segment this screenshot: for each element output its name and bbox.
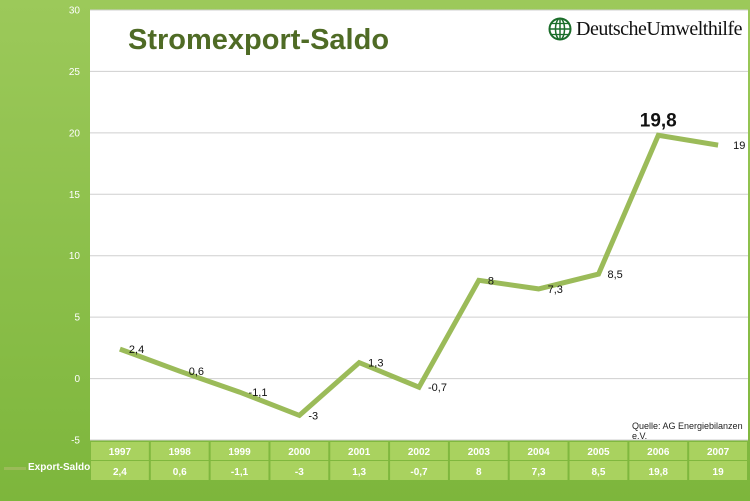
table-value: -3 [295,467,304,478]
legend-label: Export-Saldo [28,462,91,473]
y-tick-label: 20 [69,128,81,139]
table-value-cell [91,461,149,480]
table-value-cell [390,461,448,480]
table-value: 8,5 [592,467,606,478]
x-tick-label: 1999 [228,447,251,458]
source-note: Quelle: AG Energiebilanzen e.V. [632,421,743,441]
table-value-cell [629,461,688,480]
table-value: 19 [713,467,725,478]
table-header-cell [569,442,628,460]
table-value: -1,1 [231,467,249,478]
table-header-cell [91,442,149,460]
data-label: 1,3 [368,358,383,370]
data-label: 0,6 [189,366,204,378]
data-label: 19,8 [640,110,677,131]
data-label: -1,1 [249,387,268,399]
table-value: 19,8 [649,467,669,478]
x-tick-label: 2002 [408,447,431,458]
data-label: 7,3 [548,284,563,296]
table-header-cell [150,442,209,460]
data-label: -3 [308,410,318,422]
table-value: 1,3 [352,467,366,478]
x-tick-label: 1997 [109,447,132,458]
x-tick-label: 2004 [528,447,551,458]
table-header-cell [270,442,329,460]
table-header-cell [330,442,389,460]
table-value-cell [509,461,568,480]
x-tick-label: 2005 [587,447,610,458]
x-tick-label: 2003 [468,447,491,458]
table-value-cell [270,461,329,480]
legend-key [4,467,26,470]
y-tick-label: 25 [69,67,81,78]
table-value: 0,6 [173,467,187,478]
table-value-cell [150,461,209,480]
table-header-cell [210,442,269,460]
table-value-cell [569,461,628,480]
table-header-cell [509,442,568,460]
x-tick-label: 2001 [348,447,371,458]
x-tick-label: 2007 [707,447,730,458]
table-value-cell [210,461,269,480]
y-tick-label: 5 [74,313,80,324]
data-label: 8,5 [607,269,622,281]
data-label: 2,4 [129,344,144,356]
y-tick-label: 30 [69,6,81,17]
table-header-cell [449,442,508,460]
table-value-cell [689,461,747,480]
x-tick-label: 2000 [288,447,311,458]
data-label: 19 [733,140,745,152]
table-value: 8 [476,467,482,478]
series-line [119,132,719,419]
table-header-cell [390,442,448,460]
table-value: -0,7 [410,467,428,478]
x-tick-label: 1998 [169,447,192,458]
logo-text: DeutscheUmwelthilfe [576,17,743,40]
chart-title: Stromexport-Saldo [128,24,390,56]
logo: DeutscheUmwelthilfe [548,16,743,42]
y-tick-label: 15 [69,190,81,201]
x-tick-label: 2006 [647,447,670,458]
y-tick-label: -5 [71,436,80,447]
data-label: 8 [488,275,494,287]
table-value-cell [449,461,508,480]
y-tick-label: 10 [69,251,81,262]
table-header-cell [629,442,688,460]
plot-area [90,10,748,440]
globe-icon [548,17,572,41]
data-label: -0,7 [428,382,447,394]
table-value: 7,3 [532,467,546,478]
y-tick-label: 0 [74,374,80,385]
table-header-cell [689,442,747,460]
table-value-cell [330,461,389,480]
table-value: 2,4 [113,467,127,478]
